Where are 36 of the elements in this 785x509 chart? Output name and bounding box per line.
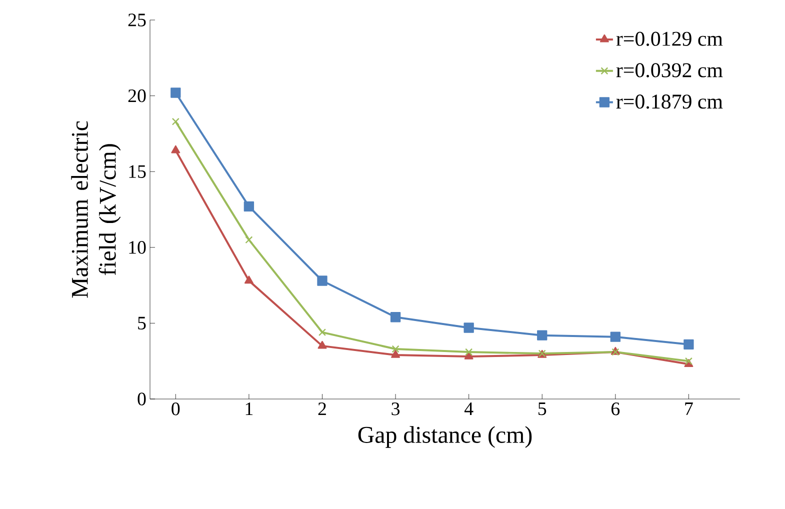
x-tick-label: 0 bbox=[172, 402, 180, 416]
x-tick-label: 7 bbox=[685, 402, 693, 415]
x-tick-label: 5 bbox=[538, 402, 546, 416]
x-axis-title: Gap distance (cm) bbox=[358, 426, 532, 448]
point bbox=[171, 145, 180, 154]
y-tick-label: 20 bbox=[128, 89, 146, 102]
y-tick-label: 10 bbox=[129, 241, 146, 254]
point bbox=[464, 351, 474, 360]
point bbox=[317, 276, 328, 286]
point bbox=[318, 328, 326, 336]
point bbox=[172, 118, 180, 126]
x-tick-label: 6 bbox=[611, 402, 620, 416]
x-tick-label: 3 bbox=[392, 402, 400, 416]
point bbox=[391, 350, 400, 358]
x-tick-label: 4 bbox=[464, 402, 474, 415]
point bbox=[244, 201, 254, 212]
y-tick-label: 15 bbox=[129, 165, 146, 178]
y-axis-title: Maximum electric field (kV/cm) bbox=[71, 121, 121, 298]
point bbox=[537, 330, 548, 340]
x-tick-label: 1 bbox=[246, 402, 253, 416]
point bbox=[392, 345, 400, 353]
x-tick-label: 2 bbox=[318, 402, 326, 416]
y-tick-label: 0 bbox=[138, 392, 146, 406]
point bbox=[170, 88, 181, 98]
point bbox=[390, 312, 401, 322]
point bbox=[318, 340, 327, 349]
point bbox=[244, 276, 254, 284]
point bbox=[465, 348, 473, 356]
point bbox=[684, 339, 694, 350]
y-tick-label: 25 bbox=[128, 14, 146, 26]
point bbox=[610, 332, 620, 342]
legend-label: r=0.0129 cm bbox=[616, 32, 723, 46]
legend-label: r=0.1879 cm bbox=[616, 94, 723, 109]
legend-label: r=0.0392 cm bbox=[616, 63, 723, 78]
y-tick-label: 5 bbox=[138, 316, 146, 330]
point bbox=[464, 322, 474, 333]
